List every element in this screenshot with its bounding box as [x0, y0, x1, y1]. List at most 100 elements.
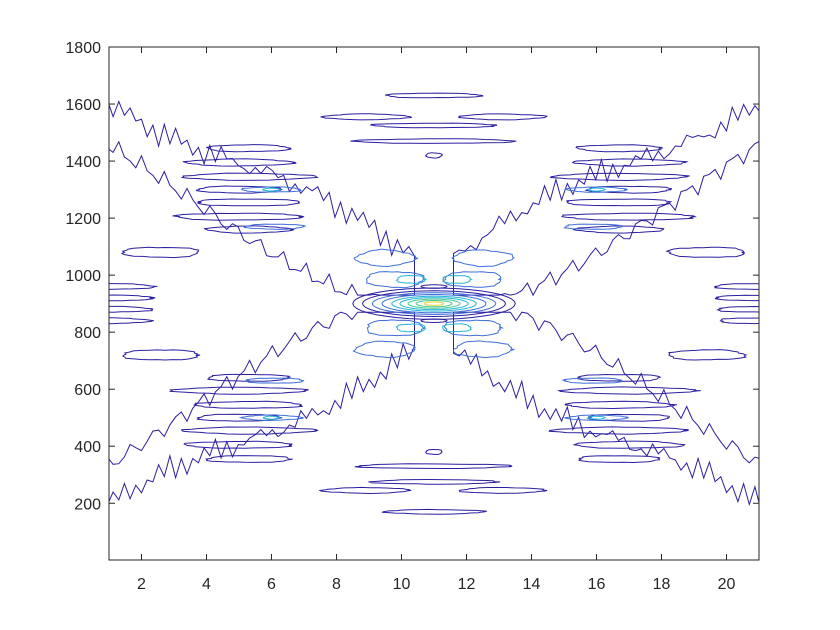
contour-side-core	[586, 415, 607, 420]
contour-center-inner	[395, 323, 427, 333]
contour-edge-lobe	[109, 305, 154, 313]
contour-side-inner	[563, 414, 629, 421]
contour-edge-lobe	[667, 349, 748, 361]
contour-side-streak	[584, 185, 673, 194]
contour-arm-lower-right	[453, 311, 759, 507]
contour-center-lobe	[443, 319, 505, 337]
contour-edge-lobe	[109, 294, 156, 302]
contour-side-streak	[571, 158, 689, 167]
contour-edge-lobe	[120, 246, 200, 259]
contour-side-inner	[245, 377, 305, 384]
contour-cap-bottom	[318, 486, 412, 495]
contour-center-lobe	[366, 319, 425, 337]
x-tick-label: 10	[393, 576, 411, 593]
contour-side-streak	[572, 225, 665, 234]
x-tick-label: 2	[137, 576, 146, 593]
contour-side-streak	[207, 373, 291, 382]
axes-box	[108, 46, 760, 561]
contour-side-streak	[573, 440, 686, 449]
contour-side-streak	[206, 144, 292, 153]
contour-side-core	[262, 415, 281, 420]
contour-side-core	[261, 187, 282, 192]
contour-edge-lobe	[714, 283, 759, 290]
contour-cap-bottom	[381, 508, 487, 515]
contour-side-streak	[180, 172, 319, 181]
contour-peak-ring	[361, 290, 507, 318]
contour-arm-upper-right	[453, 103, 759, 297]
contour-peak-ring	[407, 298, 461, 309]
contour-side-streak	[557, 386, 701, 395]
contour-cap-top	[369, 122, 498, 129]
contour-side-streak	[548, 426, 689, 435]
x-tick-label: 6	[267, 576, 276, 593]
contour-side-inner	[238, 414, 304, 422]
contour-side-streak	[168, 386, 309, 395]
contour-side-streak	[172, 212, 305, 221]
contour-side-streak	[560, 212, 697, 221]
contour-side-streak	[196, 198, 301, 207]
contour-side-streak	[180, 426, 319, 435]
contour-side-streak	[566, 198, 673, 207]
contour-side-inner	[243, 223, 307, 230]
y-tick-label: 600	[74, 382, 101, 399]
contour-side-inner	[564, 186, 629, 193]
contour-cap-top	[350, 138, 517, 144]
contour-peak-cap	[420, 284, 448, 289]
contour-peak-ring	[399, 297, 469, 311]
contour-peak-ring	[381, 293, 487, 314]
contour-side-streak	[575, 144, 663, 153]
contour-edge-lobe	[716, 305, 759, 313]
contour-peak-cap	[420, 318, 448, 324]
contour-cap-bottom	[354, 463, 513, 469]
contour-center-inner	[442, 323, 472, 333]
contour-edge-lobe	[109, 317, 154, 325]
y-axis: 200 400 600 800 1000 1200 1400 1600 1800	[65, 40, 759, 513]
contour-side-streak	[564, 400, 678, 410]
contour-cap-bottom	[458, 487, 548, 494]
contour-side-streak	[193, 400, 303, 409]
y-tick-label: 1200	[65, 211, 101, 228]
contour-center-lobe	[353, 248, 419, 268]
contour-side-inner	[562, 223, 623, 230]
x-tick-label: 14	[523, 576, 541, 593]
contour-peak-ring	[352, 287, 516, 320]
x-tick-label: 4	[202, 576, 211, 593]
contour-side-core	[586, 187, 606, 192]
contour-lines	[109, 92, 759, 515]
y-tick-label: 800	[74, 325, 101, 342]
contour-center-lobe	[352, 340, 416, 359]
contour-center-lobe	[365, 271, 426, 289]
contour-side-streak	[183, 440, 293, 449]
contour-side-streak	[203, 225, 295, 234]
y-tick-label: 1800	[65, 40, 101, 57]
contour-center-lobe	[442, 271, 502, 288]
contour-center-inner	[395, 274, 428, 284]
contour-cap-top	[320, 113, 413, 121]
y-tick-label: 1400	[65, 154, 101, 171]
contour-peak-ring	[391, 295, 477, 312]
contour-cap-bottom	[368, 478, 501, 485]
plot-area	[109, 47, 759, 560]
x-tick-label: 8	[332, 576, 341, 593]
contour-edge-lobe	[719, 317, 759, 325]
x-tick-label: 20	[718, 576, 736, 593]
contour-side-streak	[549, 172, 690, 182]
x-tick-label: 12	[458, 576, 476, 593]
contour-edge-lobe	[122, 349, 201, 361]
contour-center-lobe	[452, 340, 515, 359]
contour-cap-bottom	[425, 448, 443, 456]
contour-side-streak	[204, 455, 293, 463]
y-tick-label: 1600	[65, 97, 101, 114]
contour-side-inner	[240, 186, 303, 193]
contour-peak-ring	[371, 292, 497, 316]
contour-side-streak	[577, 455, 661, 464]
contour-edge-lobe	[665, 246, 746, 258]
contour-peak-ring	[423, 301, 445, 306]
x-axis: 2 4 6 8 10 12 14 16 18 20	[137, 47, 736, 593]
contour-peak-ring	[415, 300, 453, 308]
contour-cap-top	[458, 113, 548, 121]
contour-edge-lobe	[714, 294, 759, 302]
y-tick-label: 200	[74, 496, 101, 513]
contour-cap-top	[384, 92, 484, 99]
contour-center-lobe	[451, 249, 515, 268]
